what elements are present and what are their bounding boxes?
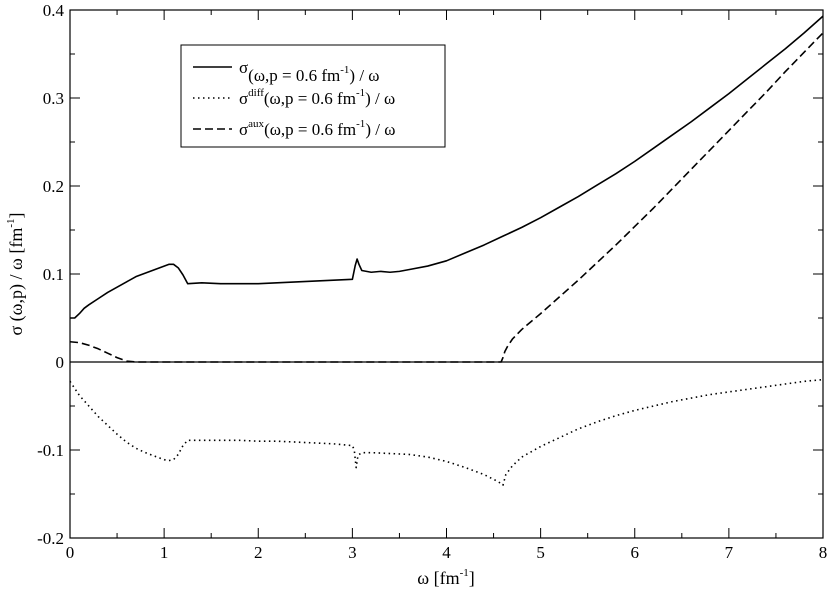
x-tick-label: 5 (536, 543, 545, 562)
legend-item-sigma: σ(ω,p = 0.6 fm-1) / ω (193, 58, 380, 85)
y-tick-label: 0 (56, 353, 65, 372)
y-axis-label: σ (ω,p) / ω [fm-1] (5, 212, 27, 335)
series-line-dashed (69, 32, 824, 363)
legend-item-sigma-diff: σdiff(ω,p = 0.6 fm-1) / ω (193, 87, 395, 108)
x-tick-label: 4 (442, 543, 451, 562)
y-tick-label: 0.2 (43, 177, 64, 196)
legend-label-sigma-diff: σdiff(ω,p = 0.6 fm-1) / ω (239, 87, 395, 108)
y-tick-label: 0.3 (43, 89, 64, 108)
legend-box (180, 44, 446, 148)
x-axis-label: ω [fm-1] (417, 567, 475, 588)
y-tick-label: 0.4 (43, 1, 65, 20)
x-tick-label: 8 (819, 543, 828, 562)
series-layer (69, 15, 824, 487)
x-tick-label: 0 (66, 543, 75, 562)
legend-label-sigma: σ(ω,p = 0.6 fm-1) / ω (239, 58, 380, 85)
x-tick-label: 7 (725, 543, 734, 562)
x-tick-label: 3 (348, 543, 357, 562)
x-tick-label: 6 (631, 543, 640, 562)
legend: σ(ω,p = 0.6 fm-1) / ω σdiff(ω,p = 0.6 fm… (180, 44, 446, 148)
series-line-dotted (69, 378, 824, 487)
ticks-layer: 0 1 2 3 4 5 6 7 8 -0.2 -0.1 0 0.1 0.2 0.3 0.4 (37, 1, 827, 562)
legend-item-sigma-aux: σaux(ω,p = 0.6 fm-1) / ω (193, 118, 395, 139)
y-tick-label: -0.1 (37, 441, 64, 460)
x-tick-label: 2 (254, 543, 263, 562)
series-line-solid (70, 15, 824, 319)
legend-label-sigma-aux: σaux(ω,p = 0.6 fm-1) / ω (239, 118, 395, 139)
y-tick-label: 0.1 (43, 265, 64, 284)
x-tick-label: 1 (160, 543, 169, 562)
y-tick-label: -0.2 (37, 529, 64, 548)
